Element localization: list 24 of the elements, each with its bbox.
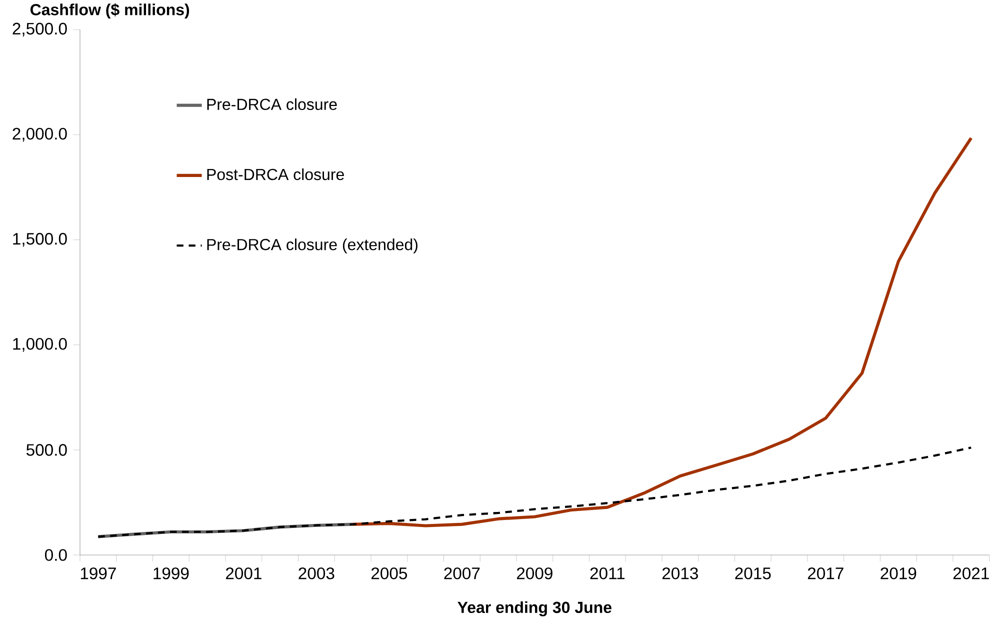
x-tick-label: 2021 — [953, 567, 989, 580]
x-tick-label: 2011 — [590, 567, 625, 580]
y-tick-label: 2,500.0 — [12, 22, 67, 37]
y-tick-label: 0.0 — [44, 549, 67, 561]
y-tick-label: 500.0 — [26, 444, 67, 456]
legend-label: Post-DRCA closure — [207, 168, 344, 180]
x-tick-label: 2005 — [371, 567, 408, 580]
x-tick-label: 2007 — [444, 567, 480, 580]
x-tick-label: 1999 — [154, 567, 189, 580]
x-axis-title: Year ending 30 June — [458, 601, 612, 616]
legend-label: Pre-DRCA closure (extended) — [207, 238, 418, 254]
x-tick-label: 2013 — [662, 567, 698, 580]
x-tick-label: 2003 — [298, 567, 334, 580]
x-tick-label: 2017 — [808, 567, 844, 580]
x-tick-label: 2001 — [226, 567, 262, 580]
x-tick-label: 2015 — [735, 567, 771, 580]
y-tick-label: 1,000.0 — [13, 338, 67, 352]
x-tick-label: 1997 — [80, 567, 116, 580]
x-tick-label: 2019 — [880, 567, 916, 580]
legend-label: Pre-DRCA closure — [207, 98, 337, 110]
y-tick-label: 2,000.0 — [12, 128, 67, 142]
y-axis-title: Cashflow ($ millions) — [30, 3, 190, 19]
y-tick-label: 1,500.0 — [13, 232, 67, 247]
x-tick-label: 2009 — [516, 567, 552, 580]
